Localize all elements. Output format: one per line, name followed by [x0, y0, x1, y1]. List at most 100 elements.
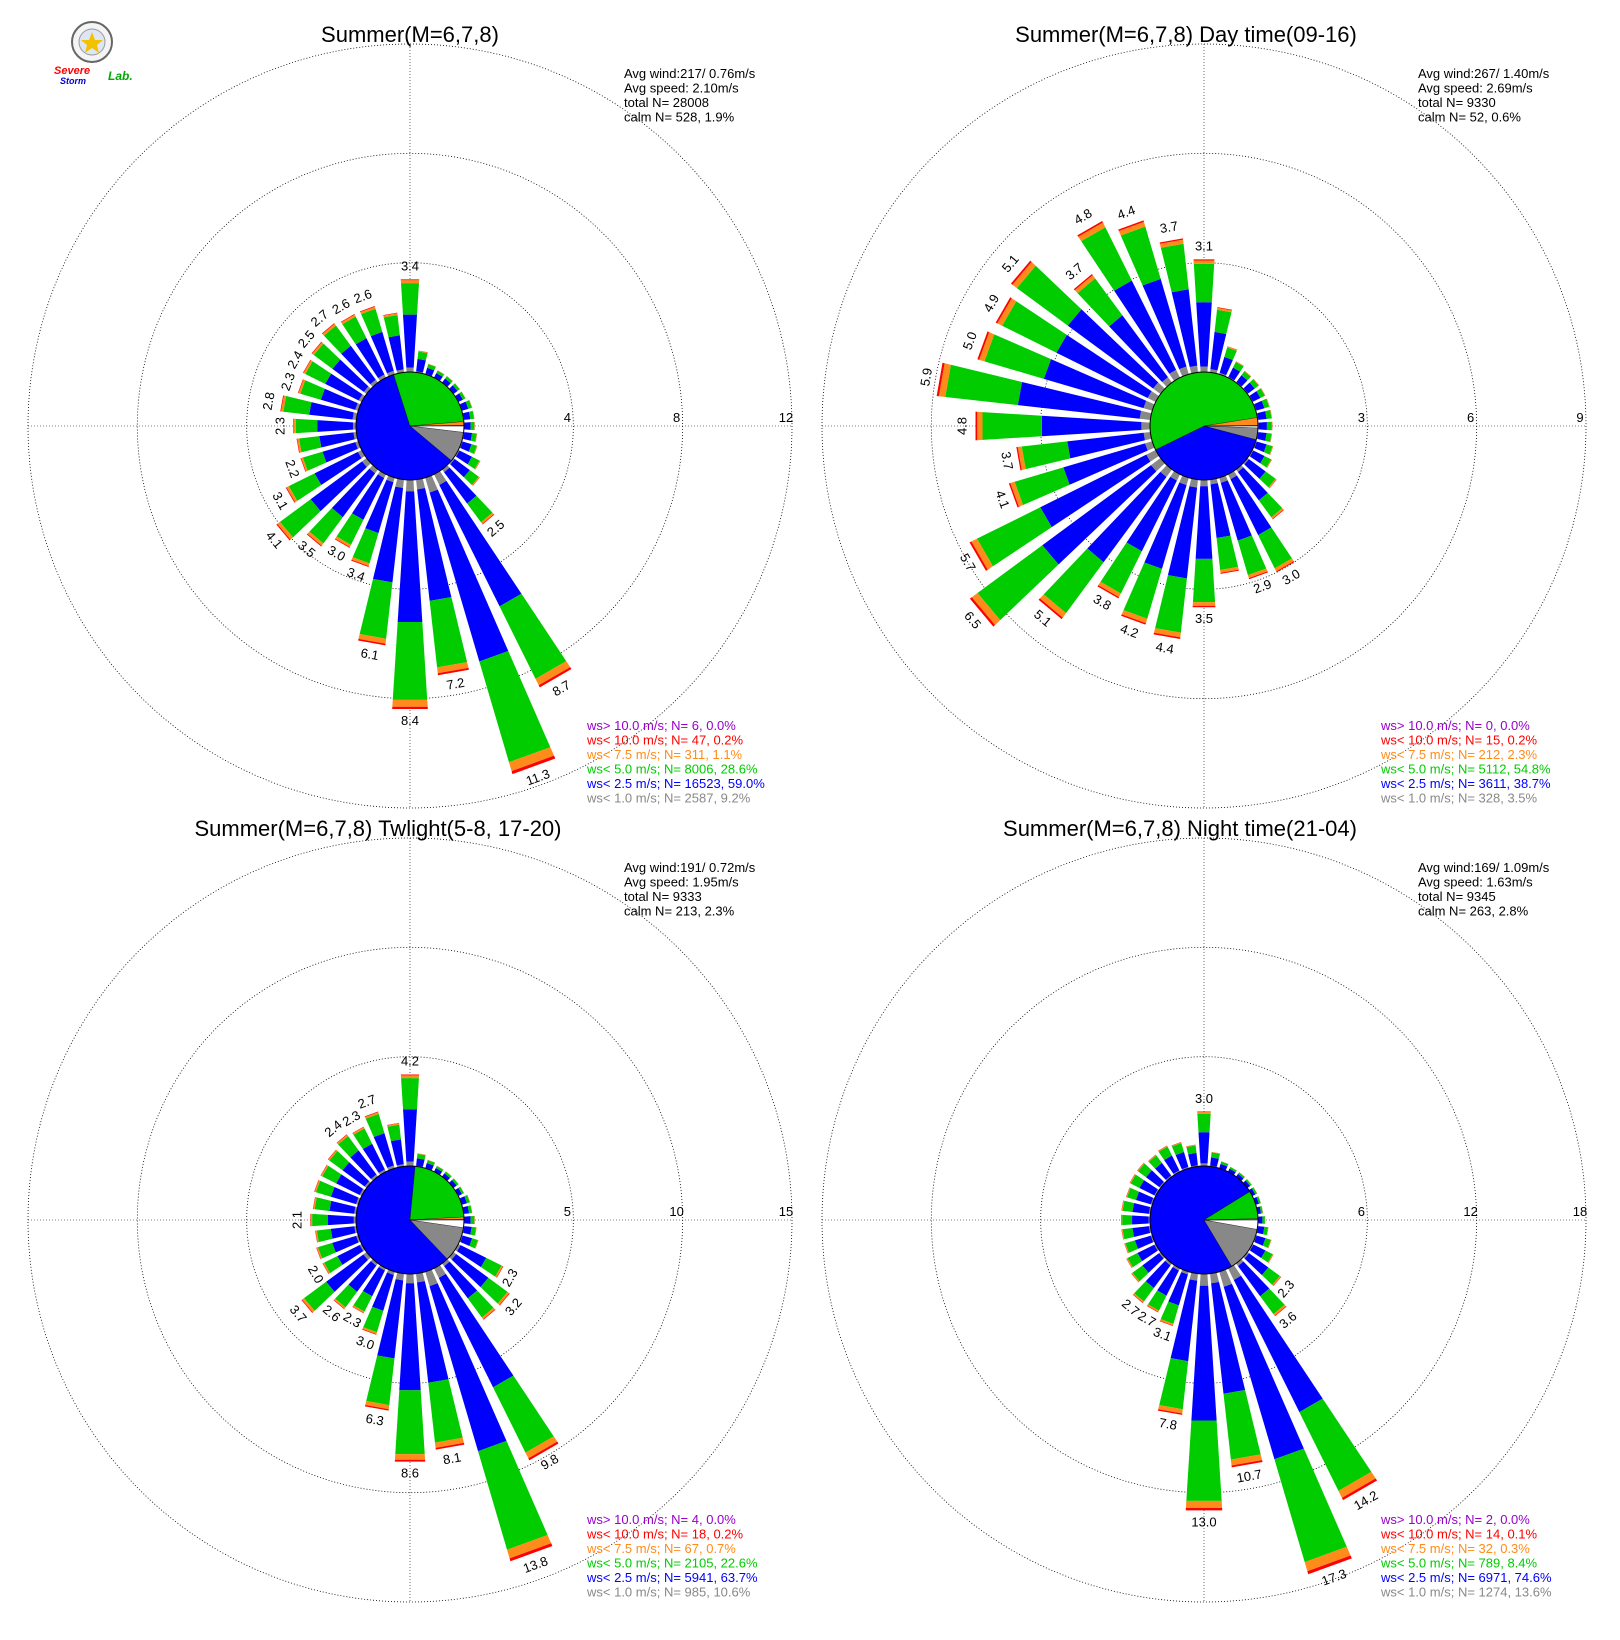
bar-segment [401, 283, 419, 315]
bar-segment [470, 1226, 477, 1236]
bar-segment [1186, 1420, 1222, 1501]
bar-segment [1120, 226, 1161, 286]
bar-segment [300, 380, 325, 400]
bar-segment [316, 1228, 333, 1243]
stat-avg-speed: Avg speed: 2.69m/s [1418, 81, 1533, 96]
bar-segment [310, 461, 367, 512]
bar-segment [310, 1213, 313, 1227]
bar-segment [1126, 1258, 1133, 1268]
bar-segment [478, 1440, 548, 1550]
bar-value-label: 13.8 [521, 1553, 550, 1576]
bar-segment [1021, 441, 1071, 470]
bar-segment [1043, 359, 1147, 409]
bar-segment [406, 367, 414, 373]
bar-segment [1265, 433, 1272, 442]
bar-segment [395, 1272, 404, 1281]
bar-segment [1132, 1203, 1151, 1214]
direction-bar [462, 1226, 477, 1236]
bar-segment [1016, 446, 1022, 471]
bar-value-label: 17.3 [1320, 1566, 1349, 1589]
bar-segment [1197, 1111, 1211, 1113]
bar-segment [1172, 1264, 1180, 1271]
bar-segment [1239, 1172, 1246, 1177]
bar-segment [1159, 238, 1184, 244]
direction-bar [1219, 1269, 1352, 1575]
bar-segment [1118, 220, 1144, 232]
bar-segment [1257, 432, 1267, 441]
grid-ring [821, 837, 1587, 1603]
bar-segment [508, 747, 555, 772]
bar-segment [977, 411, 983, 441]
bar-segment [1269, 479, 1277, 489]
bar-segment [434, 1437, 464, 1448]
bar-segment [474, 460, 481, 470]
bar-segment [442, 378, 451, 387]
bar-segment [496, 1266, 504, 1278]
direction-bar [351, 475, 395, 567]
bar-segment [314, 451, 362, 485]
bar-segment [436, 370, 445, 377]
bar-segment [971, 592, 1001, 625]
bar-segment [1127, 1253, 1143, 1268]
bar-segment [1010, 481, 1024, 507]
bar-segment [286, 486, 298, 503]
bar-segment [459, 1196, 468, 1205]
bar-segment [365, 1401, 390, 1410]
direction-bar [392, 479, 428, 710]
ring-label: 18 [1573, 1204, 1587, 1219]
stat-calm: calm N= 213, 2.3% [624, 904, 735, 919]
bar-segment [479, 650, 551, 763]
bar-segment [434, 1167, 443, 1175]
ring-label: 4 [564, 410, 571, 425]
bar-segment [451, 1254, 489, 1288]
bar-segment [417, 1153, 426, 1156]
bar-segment [1153, 632, 1181, 640]
bar-segment [1160, 465, 1172, 477]
bar-segment [1185, 1507, 1223, 1511]
direction-bar [336, 1134, 378, 1181]
speed-pie [355, 1165, 465, 1275]
direction-bar [311, 341, 371, 394]
bar-segment [497, 1291, 510, 1306]
bar-segment [1179, 475, 1189, 486]
bar-segment [1247, 568, 1268, 579]
bar-segment [333, 1299, 345, 1310]
bar-segment [1159, 1358, 1189, 1410]
bar-segment [449, 1252, 457, 1260]
bar-segment [394, 1459, 426, 1462]
bar-segment [1237, 1261, 1270, 1297]
bar-segment [1145, 441, 1155, 451]
ring-label: 3 [1358, 410, 1365, 425]
legend-entry: ws< 1.0 m/s; N= 2587, 9.2% [586, 791, 751, 806]
bar-segment [1139, 410, 1152, 420]
bar-segment [1236, 361, 1244, 366]
direction-bar [1256, 1226, 1269, 1236]
bar-segment [454, 383, 460, 390]
bar-segment [362, 1143, 385, 1173]
ring-label: 5 [564, 1204, 571, 1219]
bar-segment [1210, 331, 1227, 371]
bar-segment [474, 1227, 477, 1236]
bar-segment [997, 298, 1017, 326]
direction-bar [1253, 398, 1270, 411]
bar-segment [315, 1180, 335, 1197]
bar-segment [429, 489, 509, 662]
bar-segment [425, 475, 438, 493]
bar-segment [1171, 1142, 1182, 1147]
bar-value-label: 2.0 [305, 1263, 327, 1286]
bar-segment [1220, 480, 1252, 541]
bar-segment [332, 1235, 359, 1253]
bar-segment [1200, 1163, 1208, 1167]
direction-bar [1243, 1252, 1282, 1287]
pie-outline [1149, 1165, 1259, 1275]
bar-segment [406, 1161, 414, 1167]
bar-segment [525, 1436, 558, 1459]
bar-segment [336, 1134, 349, 1145]
bar-segment [416, 478, 426, 490]
bar-segment [359, 1188, 366, 1196]
bar-value-label: 7.8 [1158, 1415, 1178, 1433]
bar-segment [370, 1259, 378, 1266]
bar-segment [493, 1375, 554, 1453]
direction-bar [301, 1252, 371, 1314]
bar-segment [1200, 366, 1208, 373]
